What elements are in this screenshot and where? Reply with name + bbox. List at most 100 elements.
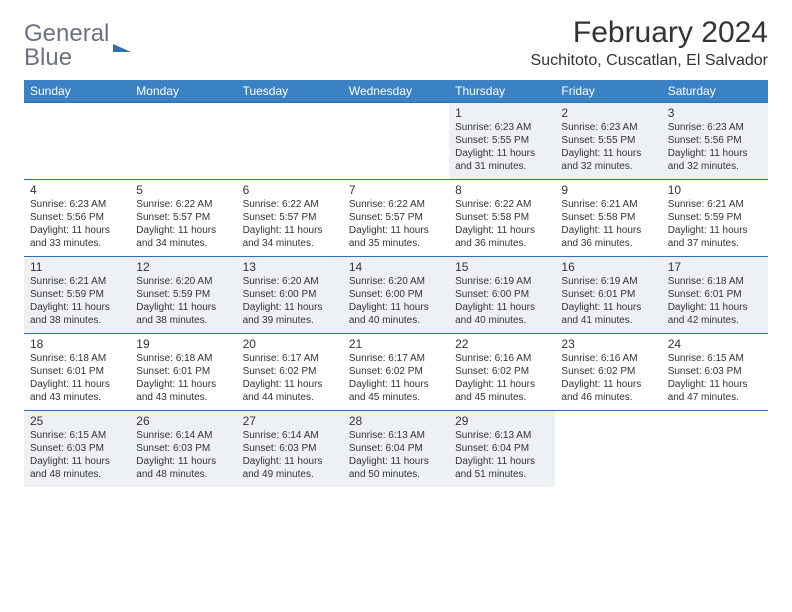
calendar-cell: 26Sunrise: 6:14 AMSunset: 6:03 PMDayligh… (130, 411, 236, 488)
day-number: 18 (30, 337, 124, 351)
day-header: Saturday (662, 80, 768, 103)
day-number: 15 (455, 260, 549, 274)
day-number: 11 (30, 260, 124, 274)
calendar-cell: 17Sunrise: 6:18 AMSunset: 6:01 PMDayligh… (662, 257, 768, 334)
calendar-row: 1Sunrise: 6:23 AMSunset: 5:55 PMDaylight… (24, 103, 768, 180)
sunset-line: Sunset: 6:00 PM (349, 288, 443, 301)
daylight-line: Daylight: 11 hours and 39 minutes. (243, 301, 337, 327)
calendar-cell: 25Sunrise: 6:15 AMSunset: 6:03 PMDayligh… (24, 411, 130, 488)
daylight-line: Daylight: 11 hours and 45 minutes. (349, 378, 443, 404)
sunset-line: Sunset: 6:02 PM (455, 365, 549, 378)
day-number: 24 (668, 337, 762, 351)
sunset-line: Sunset: 6:01 PM (136, 365, 230, 378)
calendar-cell: 8Sunrise: 6:22 AMSunset: 5:58 PMDaylight… (449, 180, 555, 257)
sunrise-line: Sunrise: 6:13 AM (455, 429, 549, 442)
sunset-line: Sunset: 6:01 PM (30, 365, 124, 378)
brand-logo: General Blue (24, 16, 131, 70)
sunset-line: Sunset: 5:57 PM (136, 211, 230, 224)
daylight-line: Daylight: 11 hours and 42 minutes. (668, 301, 762, 327)
day-number: 14 (349, 260, 443, 274)
calendar-cell: 2Sunrise: 6:23 AMSunset: 5:55 PMDaylight… (555, 103, 661, 180)
sunrise-line: Sunrise: 6:15 AM (30, 429, 124, 442)
page-header: General Blue February 2024 Suchitoto, Cu… (24, 16, 768, 70)
sunrise-line: Sunrise: 6:21 AM (561, 198, 655, 211)
brand-line1: General (24, 22, 109, 46)
daylight-line: Daylight: 11 hours and 33 minutes. (30, 224, 124, 250)
location-subtitle: Suchitoto, Cuscatlan, El Salvador (531, 52, 768, 70)
calendar-cell: 20Sunrise: 6:17 AMSunset: 6:02 PMDayligh… (237, 334, 343, 411)
sunrise-line: Sunrise: 6:18 AM (136, 352, 230, 365)
sunset-line: Sunset: 6:01 PM (561, 288, 655, 301)
sunrise-line: Sunrise: 6:22 AM (243, 198, 337, 211)
daylight-line: Daylight: 11 hours and 38 minutes. (136, 301, 230, 327)
sunset-line: Sunset: 6:02 PM (561, 365, 655, 378)
sunrise-line: Sunrise: 6:14 AM (243, 429, 337, 442)
day-number: 25 (30, 414, 124, 428)
daylight-line: Daylight: 11 hours and 49 minutes. (243, 455, 337, 481)
calendar-row: 25Sunrise: 6:15 AMSunset: 6:03 PMDayligh… (24, 411, 768, 488)
calendar-row: 11Sunrise: 6:21 AMSunset: 5:59 PMDayligh… (24, 257, 768, 334)
sunset-line: Sunset: 5:59 PM (136, 288, 230, 301)
day-number: 13 (243, 260, 337, 274)
daylight-line: Daylight: 11 hours and 34 minutes. (136, 224, 230, 250)
daylight-line: Daylight: 11 hours and 32 minutes. (561, 147, 655, 173)
sunset-line: Sunset: 6:01 PM (668, 288, 762, 301)
calendar-body: 1Sunrise: 6:23 AMSunset: 5:55 PMDaylight… (24, 103, 768, 488)
month-title: February 2024 (531, 16, 768, 50)
daylight-line: Daylight: 11 hours and 35 minutes. (349, 224, 443, 250)
calendar-row: 18Sunrise: 6:18 AMSunset: 6:01 PMDayligh… (24, 334, 768, 411)
title-block: February 2024 Suchitoto, Cuscatlan, El S… (531, 16, 768, 70)
day-number: 23 (561, 337, 655, 351)
day-number: 21 (349, 337, 443, 351)
daylight-line: Daylight: 11 hours and 48 minutes. (30, 455, 124, 481)
day-number: 22 (455, 337, 549, 351)
calendar-cell (343, 103, 449, 180)
sunrise-line: Sunrise: 6:22 AM (455, 198, 549, 211)
day-number: 7 (349, 183, 443, 197)
sunrise-line: Sunrise: 6:14 AM (136, 429, 230, 442)
sunset-line: Sunset: 5:55 PM (561, 134, 655, 147)
calendar-cell: 28Sunrise: 6:13 AMSunset: 6:04 PMDayligh… (343, 411, 449, 488)
daylight-line: Daylight: 11 hours and 37 minutes. (668, 224, 762, 250)
sunrise-line: Sunrise: 6:17 AM (243, 352, 337, 365)
sunset-line: Sunset: 5:57 PM (349, 211, 443, 224)
calendar-cell: 15Sunrise: 6:19 AMSunset: 6:00 PMDayligh… (449, 257, 555, 334)
brand-line2: Blue (24, 46, 109, 70)
sunrise-line: Sunrise: 6:23 AM (561, 121, 655, 134)
calendar-cell: 16Sunrise: 6:19 AMSunset: 6:01 PMDayligh… (555, 257, 661, 334)
daylight-line: Daylight: 11 hours and 40 minutes. (455, 301, 549, 327)
calendar-cell: 27Sunrise: 6:14 AMSunset: 6:03 PMDayligh… (237, 411, 343, 488)
sunrise-line: Sunrise: 6:23 AM (668, 121, 762, 134)
daylight-line: Daylight: 11 hours and 38 minutes. (30, 301, 124, 327)
sunrise-line: Sunrise: 6:16 AM (455, 352, 549, 365)
day-number: 29 (455, 414, 549, 428)
calendar-cell: 11Sunrise: 6:21 AMSunset: 5:59 PMDayligh… (24, 257, 130, 334)
sunset-line: Sunset: 5:57 PM (243, 211, 337, 224)
sunset-line: Sunset: 5:55 PM (455, 134, 549, 147)
day-number: 6 (243, 183, 337, 197)
sunset-line: Sunset: 6:02 PM (243, 365, 337, 378)
sunrise-line: Sunrise: 6:19 AM (561, 275, 655, 288)
daylight-line: Daylight: 11 hours and 47 minutes. (668, 378, 762, 404)
sunset-line: Sunset: 5:58 PM (455, 211, 549, 224)
calendar-page: General Blue February 2024 Suchitoto, Cu… (0, 0, 792, 487)
sunset-line: Sunset: 6:04 PM (349, 442, 443, 455)
calendar-row: 4Sunrise: 6:23 AMSunset: 5:56 PMDaylight… (24, 180, 768, 257)
sunrise-line: Sunrise: 6:22 AM (136, 198, 230, 211)
calendar-cell: 23Sunrise: 6:16 AMSunset: 6:02 PMDayligh… (555, 334, 661, 411)
calendar-cell: 4Sunrise: 6:23 AMSunset: 5:56 PMDaylight… (24, 180, 130, 257)
daylight-line: Daylight: 11 hours and 36 minutes. (561, 224, 655, 250)
day-number: 10 (668, 183, 762, 197)
daylight-line: Daylight: 11 hours and 31 minutes. (455, 147, 549, 173)
day-number: 26 (136, 414, 230, 428)
day-number: 16 (561, 260, 655, 274)
day-header: Wednesday (343, 80, 449, 103)
day-number: 3 (668, 106, 762, 120)
sunrise-line: Sunrise: 6:23 AM (455, 121, 549, 134)
sunset-line: Sunset: 5:58 PM (561, 211, 655, 224)
day-number: 27 (243, 414, 337, 428)
day-number: 28 (349, 414, 443, 428)
day-header: Thursday (449, 80, 555, 103)
calendar-cell: 21Sunrise: 6:17 AMSunset: 6:02 PMDayligh… (343, 334, 449, 411)
sunset-line: Sunset: 5:59 PM (30, 288, 124, 301)
